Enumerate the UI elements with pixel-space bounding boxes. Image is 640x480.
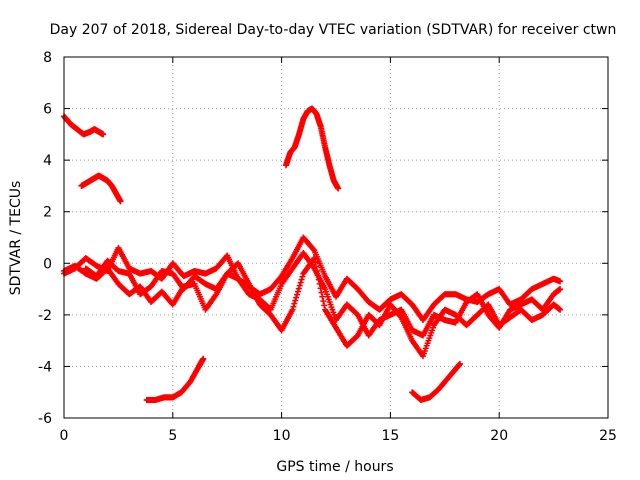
x-tick-label: 10: [273, 428, 291, 444]
series-track-c-dip: [143, 355, 207, 403]
data-point: [290, 303, 297, 310]
data-point: [311, 255, 318, 262]
x-tick-label: 5: [168, 428, 177, 444]
y-tick-label: -2: [38, 308, 52, 324]
data-point: [319, 293, 326, 300]
series-track-b-arc: [78, 172, 124, 205]
y-tick-label: -6: [38, 411, 52, 427]
x-tick-label: 20: [490, 428, 508, 444]
data-point: [294, 288, 301, 295]
data-point: [557, 286, 564, 293]
data-point: [318, 289, 325, 296]
data-point: [117, 198, 124, 205]
x-tick-label: 0: [60, 428, 69, 444]
series-track-f-band: [61, 234, 564, 324]
data-point: [291, 300, 298, 307]
axis-ticks: 0 5 10 15 20 25 -6 -4 -2 0 2 4 6 8: [38, 50, 617, 444]
data-point: [299, 273, 306, 280]
data-point: [310, 246, 317, 253]
data-point: [293, 294, 300, 301]
data-point: [100, 131, 107, 138]
plot-frame: [63, 56, 609, 419]
data-point: [321, 302, 328, 309]
data-point: [457, 360, 464, 367]
data-markers: [61, 105, 564, 403]
data-point: [297, 279, 304, 286]
data-point: [298, 276, 305, 283]
series-track-d-peak: [282, 105, 342, 192]
data-point: [557, 306, 564, 313]
grid: [64, 57, 608, 418]
data-point: [292, 297, 299, 304]
y-tick-label: 6: [43, 102, 52, 118]
y-tick-label: 2: [43, 205, 52, 221]
data-point: [320, 298, 327, 305]
data-point: [312, 259, 319, 266]
y-tick-label: 4: [43, 153, 52, 169]
chart-title: Day 207 of 2018, Sidereal Day-to-day VTE…: [50, 22, 617, 38]
series-track-a-high: [61, 113, 107, 138]
data-point: [295, 285, 302, 292]
y-tick-label: 0: [43, 256, 52, 272]
data-point: [200, 355, 207, 362]
x-tick-label: 25: [599, 428, 617, 444]
data-point: [335, 185, 342, 192]
data-point: [296, 282, 303, 289]
series-track-e-late-dip: [409, 360, 464, 403]
x-tick-label: 15: [381, 428, 399, 444]
x-axis-label: GPS time / hours: [276, 459, 393, 475]
series-track-h-band: [82, 249, 564, 339]
data-point: [289, 306, 296, 313]
y-tick-label: 8: [43, 50, 52, 66]
data-point: [294, 291, 301, 298]
y-axis-label: SDTVAR / TECUs: [8, 181, 24, 296]
data-point: [557, 278, 564, 285]
y-tick-label: -4: [38, 359, 52, 375]
